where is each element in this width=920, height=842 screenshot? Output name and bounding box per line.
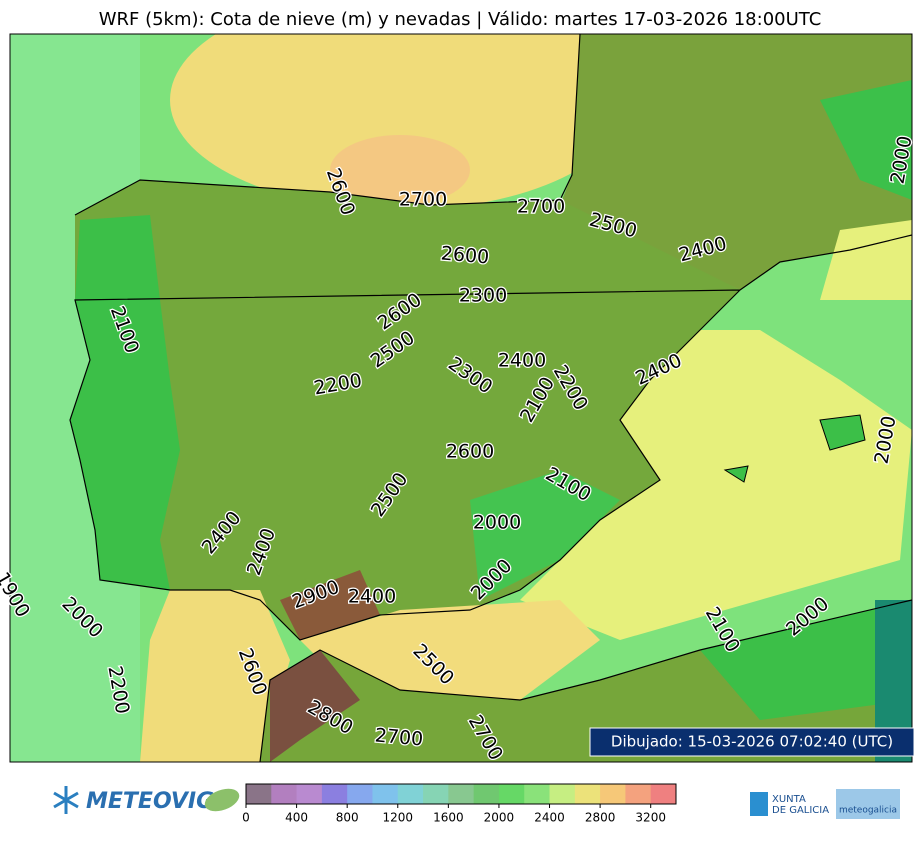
- logo-xunta: XUNTA DE GALICIA meteogalicia: [750, 789, 900, 819]
- colorbar: 0 400 800 1200 1600 2000 2400 2800 3200: [242, 783, 677, 825]
- colorbar-tick-label: 1200: [382, 811, 413, 825]
- contour-label: 2000: [473, 512, 521, 534]
- contour-label: 2700: [399, 189, 447, 211]
- colorbar-tick-label: 400: [285, 811, 308, 825]
- colorbar-frame: [245, 783, 677, 805]
- colorbar-segment: [448, 784, 475, 804]
- map: 2600 2700 27002500240026002300260025002200…: [0, 33, 918, 765]
- contour-label: 2300: [459, 285, 507, 307]
- colorbar-segment: [600, 784, 626, 804]
- contour-label: 2700: [374, 724, 424, 750]
- colorbar-tick-label: 2000: [484, 811, 515, 825]
- colorbar-segment: [397, 784, 424, 804]
- colorbar-tick-label: 2400: [534, 811, 565, 825]
- colorbar-segment: [625, 784, 652, 804]
- logo-meteovigo: METEOVIGO: [53, 786, 240, 814]
- logo-text: DE GALICIA: [772, 805, 829, 816]
- timestamp: Dibujado: 15-03-2026 07:02:40 (UTC): [611, 733, 893, 751]
- timestamp-box: [589, 727, 915, 757]
- colorbar-segment: [372, 784, 399, 804]
- colorbar-tick-label: 800: [336, 811, 359, 825]
- logo-text: meteogalicia: [839, 806, 897, 816]
- colorbar-segment: [271, 784, 298, 804]
- title: WRF (5km): Cota de nieve (m) y nevadas |…: [99, 9, 822, 30]
- contour-label: 2600: [446, 441, 494, 463]
- colorbar-segment: [321, 784, 348, 804]
- colorbar-segment: [498, 784, 525, 804]
- logo-text: XUNTA: [772, 794, 806, 805]
- contour-label: 2400: [498, 350, 546, 372]
- colorbar-segment: [650, 784, 677, 804]
- colorbar-segment: [246, 784, 272, 804]
- colorbar-tick-label: 2800: [585, 811, 616, 825]
- contour-label: 2400: [348, 586, 396, 608]
- colorbar-segment: [549, 784, 576, 804]
- contour-label: 2600: [440, 242, 490, 268]
- colorbar-tick-label: 0: [242, 811, 250, 825]
- colorbar-segment: [423, 784, 449, 804]
- colorbar-segment: [524, 784, 551, 804]
- colorbar-segment: [473, 784, 500, 804]
- colorbar-tick-label: 1600: [433, 811, 464, 825]
- colorbar-segment: [574, 784, 601, 804]
- colorbar-segment: [347, 784, 373, 804]
- contour-label: 2700: [517, 196, 565, 218]
- colorbar-segment: [296, 784, 323, 804]
- colorbar-tick-label: 3200: [635, 811, 666, 825]
